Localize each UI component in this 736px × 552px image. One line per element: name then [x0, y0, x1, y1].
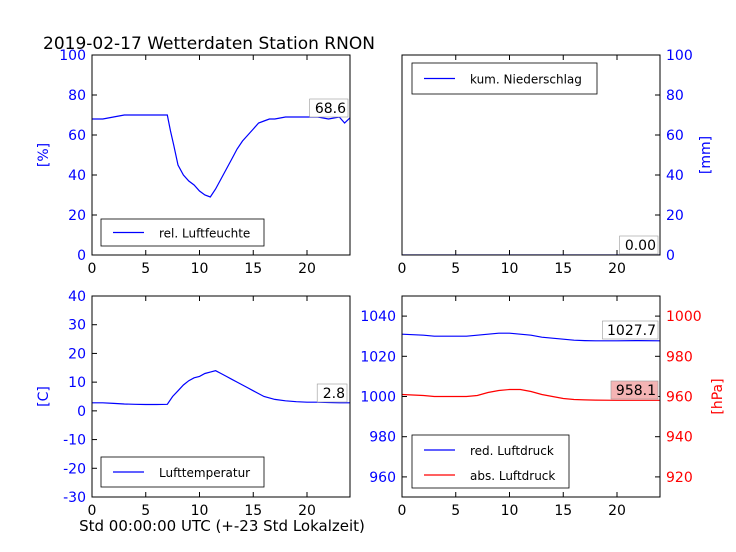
chart-humidity: 0 5 10 15 20 0 20 40 60 80 100 [%] 68.6 rel. Luftfeuc…	[36, 48, 351, 277]
annotation-text: 2.8	[323, 386, 345, 402]
y-tick-label: 960	[369, 470, 396, 486]
y-axis-label: [C]	[36, 386, 52, 407]
y-tick-label: 40	[68, 289, 86, 305]
annotation-text: 0.00	[625, 238, 656, 254]
x-tick-label: 15	[554, 503, 572, 519]
series-line-pressure	[402, 332, 660, 342]
x-tick-label: 5	[141, 503, 150, 519]
figure-xlabel: Std 00:00:00 UTC (+-23 Std Lokalzeit)	[79, 517, 365, 535]
y-tick-label-right: 960	[666, 390, 693, 406]
plot-frame	[91, 295, 351, 498]
y-tick-label: 20	[68, 208, 86, 224]
legend-label: rel. Luftfeuchte	[159, 227, 250, 241]
legend-label: red. Luftdruck	[470, 444, 554, 458]
chart-precip: 0 5 10 15 20 0 20 40 60 80 100 [mm] 0.00 kum. Nieders…	[398, 48, 714, 277]
y-tick-label: 0	[77, 404, 86, 420]
y-tick-label: 980	[369, 430, 396, 446]
y-tick-label: 40	[666, 168, 684, 184]
y-tick-label: 1000	[360, 390, 396, 406]
legend-label: Lufttemperatur	[159, 466, 250, 480]
y-axis-label: [mm]	[698, 136, 714, 174]
annotation-text: 1027.7	[607, 323, 656, 339]
annotation-text: 958.1	[616, 383, 656, 399]
annotation-box	[316, 383, 348, 403]
x-tick-label: 0	[88, 503, 97, 519]
y-tick-label: 60	[68, 128, 86, 144]
legend-label: abs. Luftdruck	[470, 469, 555, 483]
y-tick-label: 60	[666, 128, 684, 144]
x-tick-label: 15	[554, 261, 572, 277]
x-tick-label: 15	[244, 261, 262, 277]
y-tick-label: 20	[68, 346, 86, 362]
legend-label: kum. Niederschlag	[470, 73, 582, 87]
annotation-text: 68.6	[315, 101, 346, 117]
x-tick-label: 5	[451, 261, 460, 277]
x-tick-label: 0	[398, 503, 407, 519]
series-line-humidity	[92, 114, 350, 198]
x-tick-label: 10	[191, 503, 209, 519]
y-tick-label-right: 940	[666, 430, 693, 446]
y-tick-label: 1040	[360, 309, 396, 325]
series-line-pressure	[402, 388, 660, 401]
y-tick-label: -10	[63, 433, 86, 449]
y-tick-label: 100	[59, 48, 86, 64]
x-tick-label: 10	[501, 503, 519, 519]
annotation-box	[610, 380, 659, 400]
y-axis-label-right: [hPa]	[710, 378, 726, 414]
annotation-box	[309, 98, 349, 118]
y-tick-label: -30	[63, 490, 86, 506]
x-tick-label: 5	[451, 503, 460, 519]
y-tick-label: 80	[666, 88, 684, 104]
y-tick-label-right: 920	[666, 470, 693, 486]
figure-title: 2019-02-17 Wetterdaten Station RNON	[43, 34, 375, 54]
x-tick-label: 20	[608, 503, 626, 519]
plot-frame	[401, 54, 661, 256]
annotation-box	[619, 235, 659, 255]
y-tick-label: 20	[666, 208, 684, 224]
x-tick-label: 20	[608, 261, 626, 277]
chart-temperature: 0 5 10 15 20 -30 -20 -10 0 10 20 30 40 [C] 2.8 Lufttemp…	[36, 289, 351, 519]
x-tick-label: 15	[244, 503, 262, 519]
y-tick-label: 80	[68, 88, 86, 104]
y-tick-label-right: 980	[666, 349, 693, 365]
x-tick-label: 10	[191, 261, 209, 277]
y-tick-label: 10	[68, 375, 86, 391]
x-tick-label: 10	[501, 261, 519, 277]
plot-frame	[401, 295, 661, 498]
y-tick-label: -20	[63, 461, 86, 477]
y-tick-label: 40	[68, 168, 86, 184]
chart-pressure: 0 5 10 15 20 960 980 1000 1020 1040 920 940 960 980 10…	[360, 295, 726, 519]
x-tick-label: 20	[298, 503, 316, 519]
y-tick-label: 0	[666, 248, 675, 264]
annotation-box	[602, 320, 659, 340]
y-axis-label: [%]	[36, 143, 52, 167]
x-tick-label: 0	[398, 261, 407, 277]
y-tick-label: 30	[68, 318, 86, 334]
legend-box	[411, 434, 570, 489]
x-tick-label: 5	[141, 261, 150, 277]
x-tick-label: 0	[88, 261, 97, 277]
x-tick-label: 20	[298, 261, 316, 277]
y-tick-label: 1020	[360, 349, 396, 365]
series-line-temperature	[92, 370, 350, 406]
plot-frame	[91, 54, 351, 256]
y-tick-label: 100	[666, 48, 693, 64]
y-tick-label-right: 1000	[666, 309, 702, 325]
y-tick-label: 0	[77, 248, 86, 264]
